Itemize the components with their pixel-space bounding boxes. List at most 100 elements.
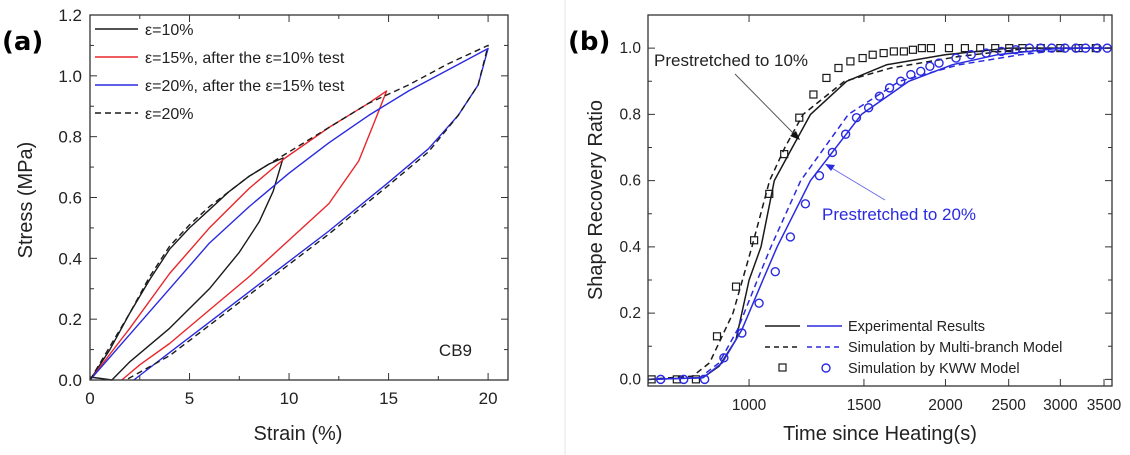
square-marker	[846, 57, 855, 66]
x-tick-label: 1000	[732, 397, 767, 414]
circle-marker	[925, 61, 935, 72]
square-marker	[908, 45, 918, 54]
square-marker	[889, 47, 898, 56]
legend-label-2: ε=20%, after the ε=15% test	[145, 78, 345, 95]
square-marker	[691, 375, 701, 384]
circle-marker	[916, 66, 926, 77]
y-tick-label: 0.0	[619, 371, 641, 388]
square-marker	[879, 48, 888, 58]
square-marker	[926, 44, 936, 53]
panel-a-axes: 0 5 10 15 20 0.0 0.2 0.4 0.6 0.8 1.0 1.2	[58, 6, 508, 408]
panel-a-xlabel: Strain (%)	[254, 423, 343, 445]
x-tick-label: 20	[479, 389, 498, 408]
panel-b-chart: (b) 1000 1500 2000 2500 3000 3500 0.0 0.2 0.4 0.6…	[568, 14, 1122, 445]
x-tick-label: 5	[185, 389, 194, 408]
circle-marker	[851, 112, 862, 123]
square-marker	[809, 90, 818, 99]
circle-marker	[1024, 43, 1035, 53]
square-marker	[712, 332, 722, 341]
circle-marker	[1047, 43, 1057, 53]
y-tick-label: 0.8	[58, 128, 82, 147]
panel-a-annotation-cb9: CB9	[439, 341, 472, 360]
circle-marker	[655, 374, 666, 385]
arrowhead-10-icon	[790, 131, 800, 140]
square-marker	[917, 44, 926, 53]
annotation-prestretched-10: Prestretched to 10%	[654, 51, 808, 70]
circle-marker	[827, 147, 838, 158]
circle-marker	[863, 103, 874, 113]
circle-marker	[770, 267, 780, 277]
x-tick-label: 0	[85, 389, 94, 408]
x-tick-label: 2500	[991, 397, 1026, 414]
panel-b-label: (b)	[568, 27, 610, 57]
legend-multibranch: Simulation by Multi-branch Model	[848, 340, 1062, 356]
panel-b-axes: 1000 1500 2000 2500 3000 3500 0.0 0.2 0.4 0.6 0.8 1…	[619, 14, 1122, 414]
legend-label-0: ε=10%	[145, 22, 194, 39]
legend-label-1: ε=15%, after the ε=10% test	[145, 50, 345, 67]
panel-b-frame	[647, 14, 1113, 387]
circle-marker	[906, 69, 916, 80]
circle-marker	[951, 53, 961, 63]
square-marker	[976, 44, 985, 53]
circle-marker	[800, 199, 811, 209]
panel-a-series	[89, 44, 489, 381]
annotation-arrow-20	[829, 166, 886, 201]
square-marker	[960, 44, 969, 53]
y-tick-label: 0.2	[58, 310, 82, 329]
y-tick-label: 1.0	[58, 67, 82, 86]
panel-a-ylabel: Stress (MPa)	[15, 142, 37, 259]
panel-a-label: (a)	[2, 27, 43, 57]
circle-marker	[1092, 43, 1102, 53]
legend-square-marker-icon	[778, 363, 787, 372]
square-marker	[795, 113, 804, 122]
panel-a-legend: ε=10% ε=15%, after the ε=10% test ε=20%, a…	[95, 22, 345, 123]
circle-marker	[840, 129, 851, 139]
circle-marker	[1071, 43, 1081, 53]
circle-marker	[934, 58, 944, 68]
circle-marker	[874, 91, 885, 101]
legend-kww: Simulation by KWW Model	[848, 361, 1020, 377]
x-tick-label: 2000	[928, 397, 963, 414]
x-tick-label: 10	[280, 389, 299, 408]
square-marker	[765, 189, 774, 198]
circle-marker	[896, 76, 906, 86]
y-tick-label: 0.8	[619, 106, 641, 123]
panel-b-ylabel: Shape Recovery Ratio	[585, 100, 607, 300]
circle-marker	[699, 374, 710, 385]
series-line-1	[89, 90, 388, 381]
circle-marker	[1035, 43, 1046, 53]
series-line-3	[647, 47, 1112, 381]
square-marker	[944, 44, 954, 53]
square-marker	[780, 150, 789, 159]
panel-b-series	[647, 43, 1112, 385]
legend-experimental: Experimental Results	[848, 319, 985, 335]
circle-marker	[981, 48, 991, 58]
circle-marker	[996, 46, 1007, 57]
square-marker	[822, 73, 831, 83]
panel-b-legend: Experimental Results Simulation by Multi…	[765, 319, 1062, 377]
circle-marker	[966, 50, 976, 60]
circle-marker	[785, 232, 796, 242]
panel-a-chart: (a) 0 5 10 15 20 0.0 0.2 0.4 0.6 0.8 1.0 1.2 Strain…	[2, 6, 509, 445]
annotation-prestretched-20: Prestretched to 20%	[822, 205, 976, 224]
legend-label-3: ε=20%	[145, 106, 194, 123]
x-tick-label: 15	[379, 389, 398, 408]
panel-a-frame	[89, 14, 509, 381]
x-tick-label: 3500	[1087, 397, 1122, 414]
circle-marker	[754, 298, 764, 308]
square-marker	[731, 282, 741, 291]
circle-marker	[884, 83, 895, 93]
arrowhead-20-icon	[825, 164, 835, 171]
square-marker	[868, 50, 877, 59]
square-marker	[1005, 44, 1014, 53]
square-marker	[834, 63, 843, 73]
legend-circle-marker-icon	[821, 363, 831, 373]
y-tick-label: 1.2	[58, 6, 82, 25]
square-marker	[750, 236, 759, 245]
x-tick-label: 3000	[1043, 397, 1078, 414]
circle-marker	[679, 374, 689, 385]
y-tick-label: 0.6	[58, 189, 82, 208]
y-tick-label: 0.0	[58, 371, 82, 390]
square-marker	[858, 53, 867, 63]
